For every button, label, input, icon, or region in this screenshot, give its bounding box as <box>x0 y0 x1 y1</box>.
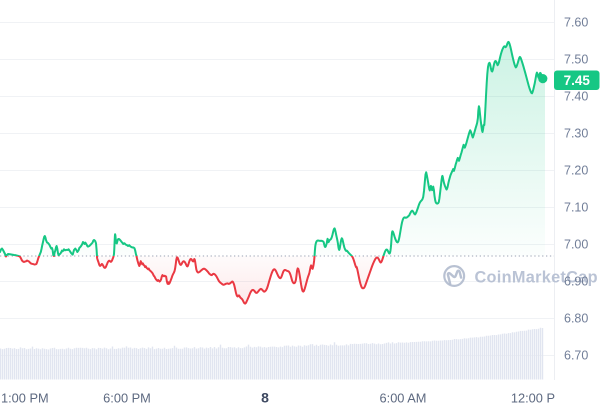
svg-text:12:00 P: 12:00 P <box>511 391 555 406</box>
svg-text:7.60: 7.60 <box>564 16 588 30</box>
svg-text:7.30: 7.30 <box>564 127 588 141</box>
svg-text:6.70: 6.70 <box>564 349 588 363</box>
svg-text:7.00: 7.00 <box>564 238 588 252</box>
svg-text:1:00 PM: 1:00 PM <box>1 391 49 406</box>
svg-text:7.45: 7.45 <box>564 73 591 88</box>
svg-text:CoinMarketCap: CoinMarketCap <box>475 269 598 287</box>
svg-text:8: 8 <box>261 390 269 406</box>
svg-text:6:00 PM: 6:00 PM <box>103 391 151 406</box>
svg-text:6.90: 6.90 <box>564 275 588 289</box>
svg-text:7.40: 7.40 <box>564 90 588 104</box>
svg-text:6.80: 6.80 <box>564 312 588 326</box>
svg-text:6:00 AM: 6:00 AM <box>380 391 427 406</box>
svg-text:7.50: 7.50 <box>564 53 588 67</box>
svg-text:7.10: 7.10 <box>564 201 588 215</box>
svg-text:7.20: 7.20 <box>564 164 588 178</box>
